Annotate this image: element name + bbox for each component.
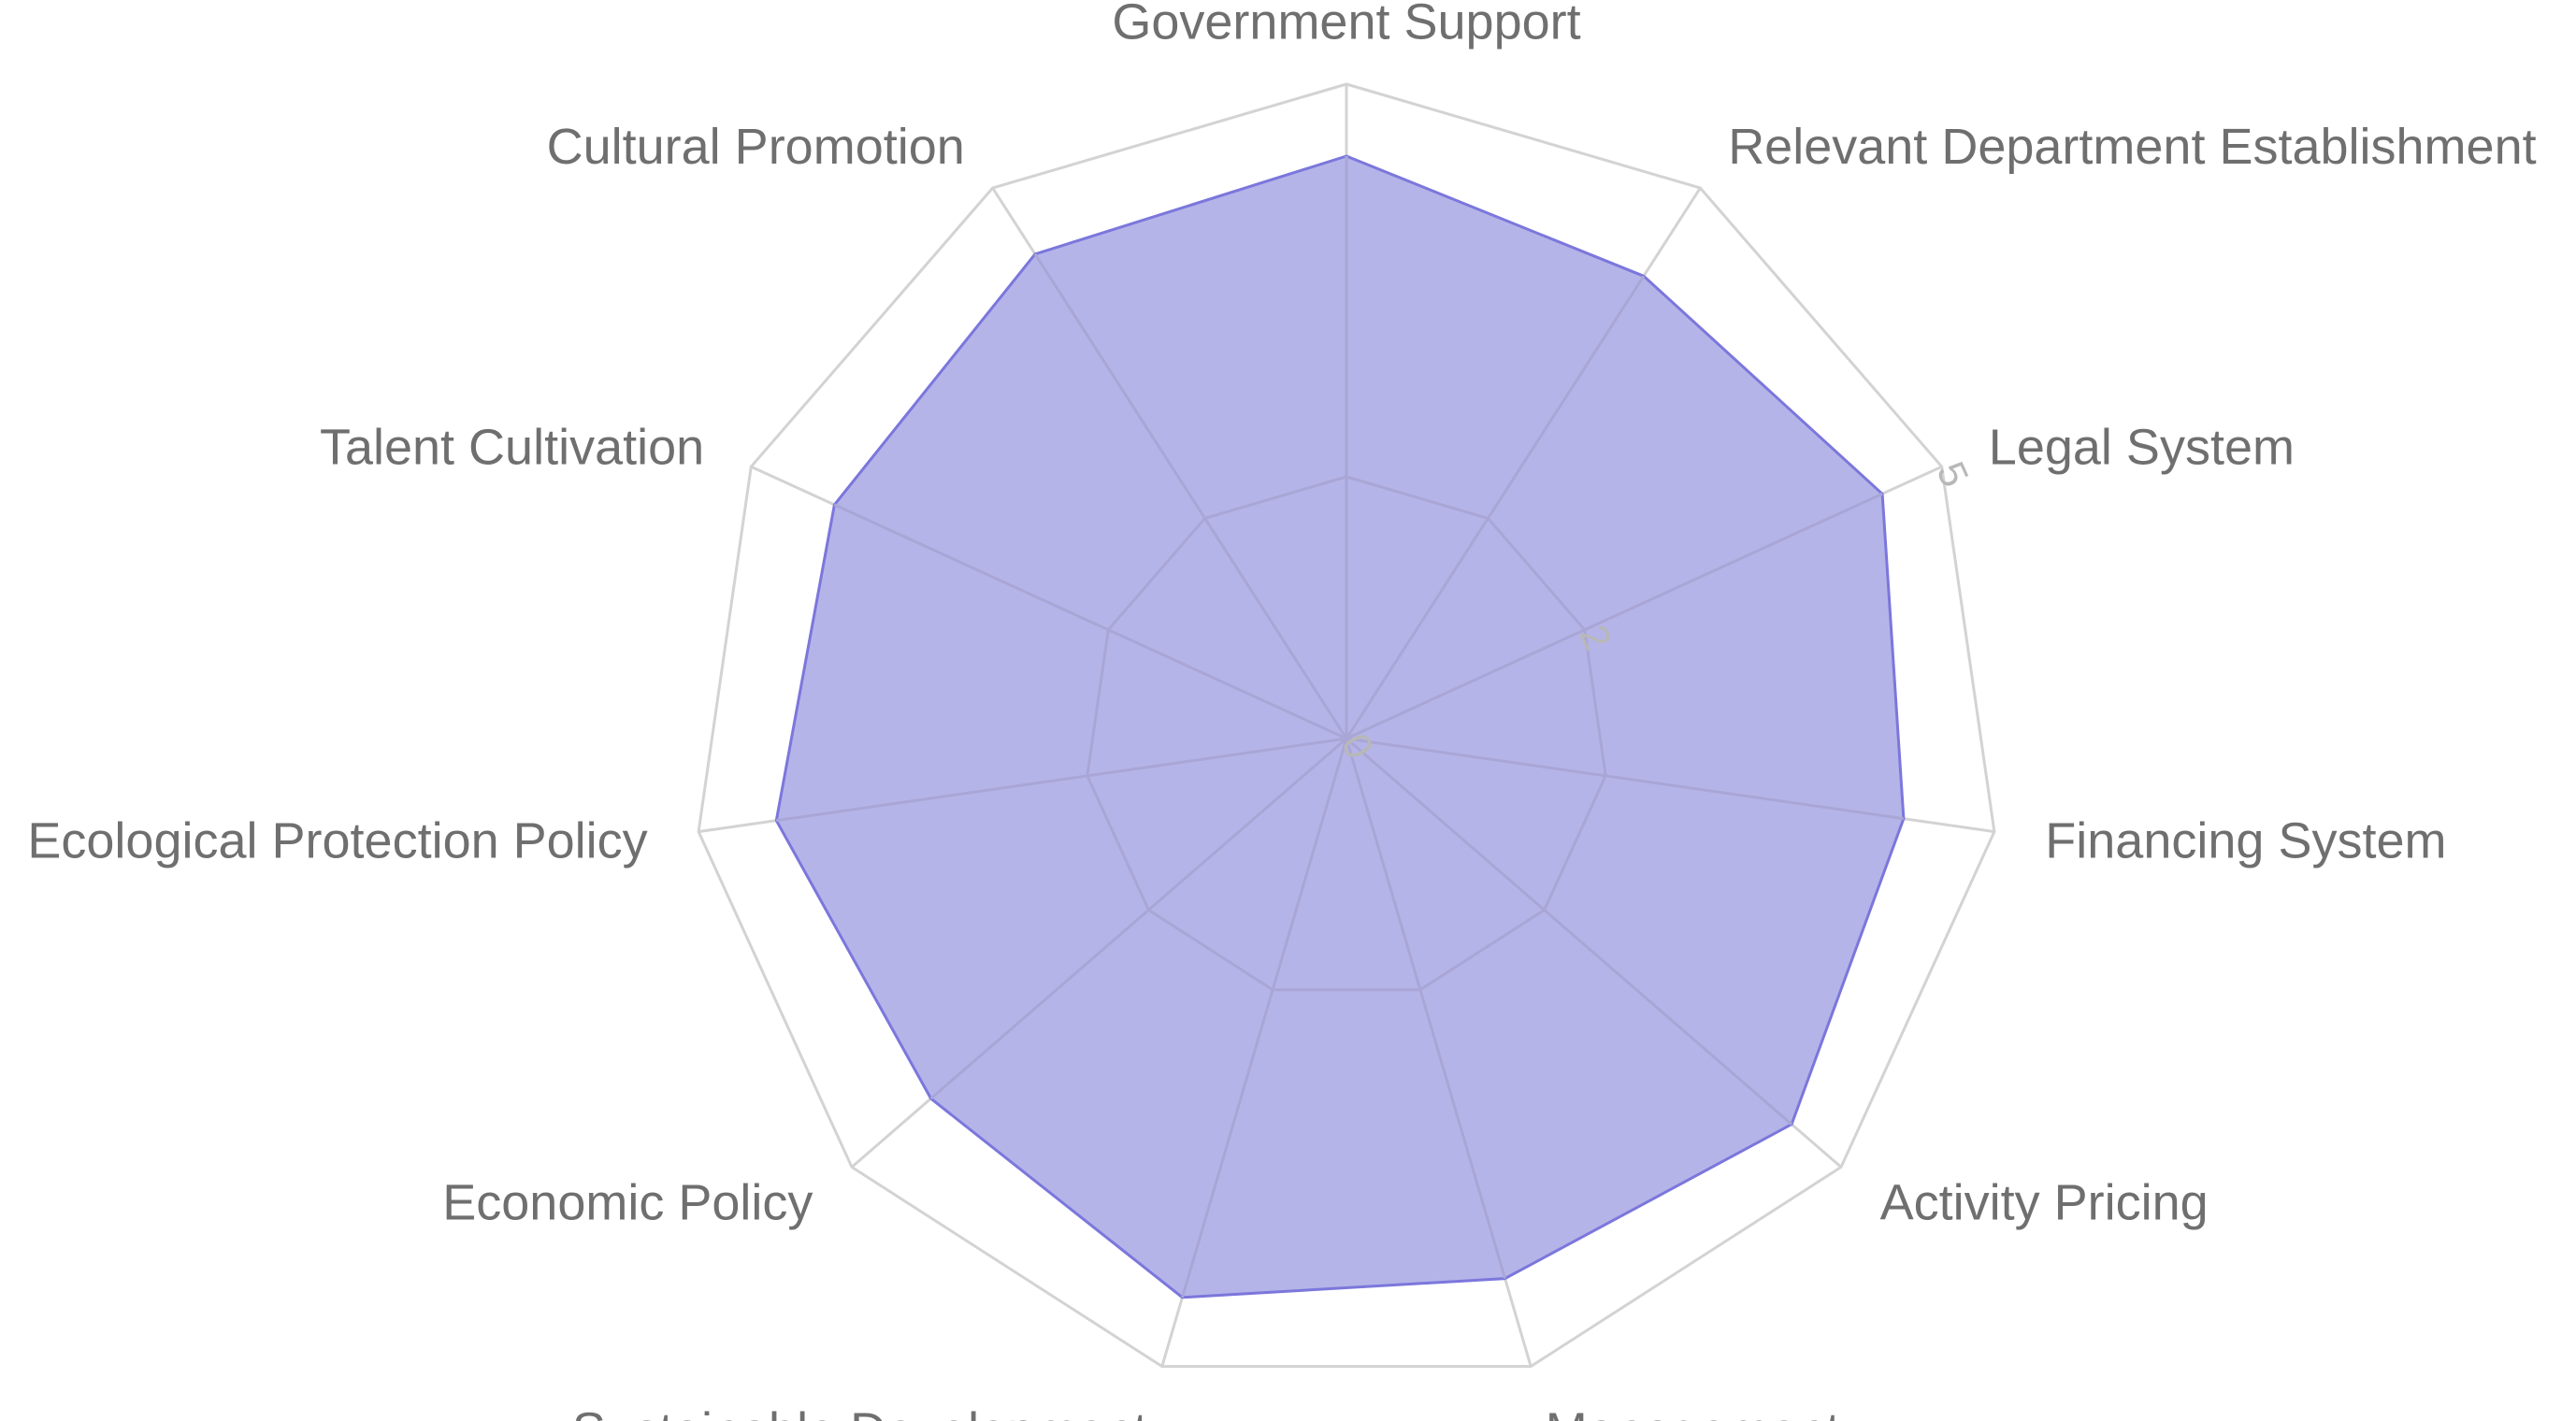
inner-grid-layer	[776, 156, 1905, 1299]
category-label: Cultural Promotion	[547, 119, 965, 175]
axis-spoke-inner	[1345, 738, 1507, 1280]
category-label: Legal System	[1989, 420, 2295, 476]
category-label: Activity Pricing	[1880, 1175, 2209, 1231]
axis-spoke-inner	[929, 737, 1347, 1100]
axis-spoke-inner	[1345, 275, 1646, 739]
axis-spoke-inner	[833, 503, 1347, 740]
grid-ring-outer	[697, 82, 1996, 1369]
category-label: Economic Policy	[442, 1175, 813, 1231]
axis-spoke-inner	[1346, 737, 1793, 1126]
axis-spoke-inner	[776, 737, 1347, 823]
category-label: Ecological Protection Policy	[27, 813, 647, 869]
axis-spoke-inner	[1181, 738, 1348, 1299]
axis-spoke-inner	[1033, 252, 1348, 739]
category-label: Management	[1546, 1403, 1840, 1421]
axis-spoke-inner	[1346, 492, 1883, 740]
label-layer: Government Support Relevant Department Es…	[27, 0, 2536, 1421]
axis-spoke-inner	[1346, 737, 1905, 821]
category-label: Relevant Department Establishment	[1728, 119, 2536, 175]
category-label: Financing System	[2045, 813, 2446, 869]
category-label: Talent Cultivation	[320, 420, 704, 476]
category-label: Sustainable Development	[572, 1403, 1147, 1421]
category-label: Government Support	[1112, 0, 1580, 50]
grid-ring-inner	[1086, 475, 1607, 992]
